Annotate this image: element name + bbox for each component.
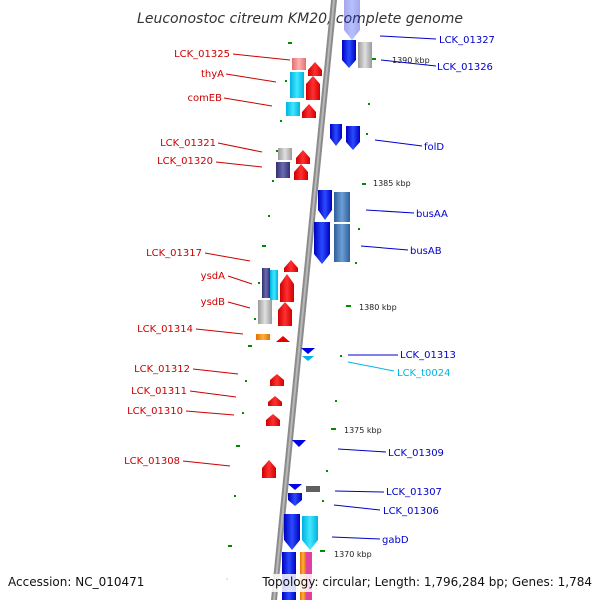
gene-box [262,268,270,298]
gene-label[interactable]: LCK_t0024 [397,368,450,379]
gene-label[interactable]: LCK_01321 [160,138,216,149]
topology-text: Topology: circular; Length: 1,796,284 bp… [261,575,592,589]
gene-arrow [330,124,342,146]
gene-box [290,72,304,98]
scale-label: 1390 kbp [392,56,430,65]
gene-box [278,148,292,160]
accession-text: Accession: NC_010471 [8,575,144,589]
gene-arrow [308,62,322,76]
gene-arrow [302,356,314,361]
gene-arrow [342,40,356,68]
gene-arrow [284,514,300,550]
footer-background [0,574,600,592]
gene-label[interactable]: LCK_01326 [437,62,493,73]
gene-arrow [278,302,292,326]
gene-arrow [276,336,290,342]
gene-label[interactable]: LCK_01309 [388,448,444,459]
gene-label[interactable]: busAB [410,246,442,257]
gene-box [306,486,320,492]
scale-label: 1375 kbp [344,426,382,435]
gene-arrow [318,190,332,220]
gene-arrow [306,76,320,100]
gene-label[interactable]: LCK_01313 [400,350,456,361]
gene-label[interactable]: LCK_01325 [174,49,230,60]
gene-label[interactable]: LCK_01312 [134,364,190,375]
gene-arrow [284,260,298,272]
gene-arrow [296,150,310,164]
gene-arrow [266,414,280,426]
gene-box [334,192,350,222]
reverse-genes [256,58,322,478]
gene-arrow [301,348,315,354]
gene-label[interactable]: LCK_01320 [157,156,213,167]
scale-label: 1385 kbp [373,179,411,188]
map-title: Leuconostoc citreum KM20, complete genom… [137,11,463,27]
gene-arrow [314,222,330,264]
gene-box [358,42,372,68]
gene-label[interactable]: LCK_01311 [131,386,187,397]
gene-label[interactable]: folD [424,142,444,153]
inner-ring-dots [320,58,376,552]
gene-arrow [280,274,294,302]
gene-label[interactable]: LCK_01307 [386,487,442,498]
gene-arrow [292,440,306,447]
gene-label[interactable]: ysdB [201,297,225,308]
gene-label[interactable]: comEB [187,93,222,104]
gene-box [292,58,306,70]
gene-label[interactable]: LCK_01308 [124,456,180,467]
gene-label[interactable]: LCK_01327 [439,35,495,46]
gene-arrow [288,493,302,506]
gene-arrow [294,164,308,180]
gene-arrow [344,0,360,40]
gene-arrow [288,484,302,490]
gene-label[interactable]: thyA [201,69,224,80]
gene-box [286,102,300,116]
gene-arrow [268,396,282,406]
gene-arrow [302,104,316,118]
left-leaders [182,53,291,467]
genome-backbone [271,0,337,600]
gene-label[interactable]: LCK_01314 [137,324,193,335]
gene-box [270,270,278,300]
gene-box [334,224,350,262]
gene-label[interactable]: busAA [416,209,448,220]
gene-box [258,300,272,324]
gene-label[interactable]: gabD [382,535,409,546]
right-leaders [331,35,437,540]
gene-label[interactable]: LCK_01306 [383,506,439,517]
gene-label[interactable]: ysdA [201,271,225,282]
scale-label: 1370 kbp [334,550,372,559]
gene-box [256,334,270,340]
gene-arrow [262,460,276,478]
gene-label[interactable]: LCK_01317 [146,248,202,259]
gene-label[interactable]: LCK_01310 [127,406,183,417]
gene-arrow [270,374,284,386]
gene-arrow [302,516,318,550]
gene-box [276,162,290,178]
gene-arrow [346,126,360,150]
scale-label: 1380 kbp [359,303,397,312]
